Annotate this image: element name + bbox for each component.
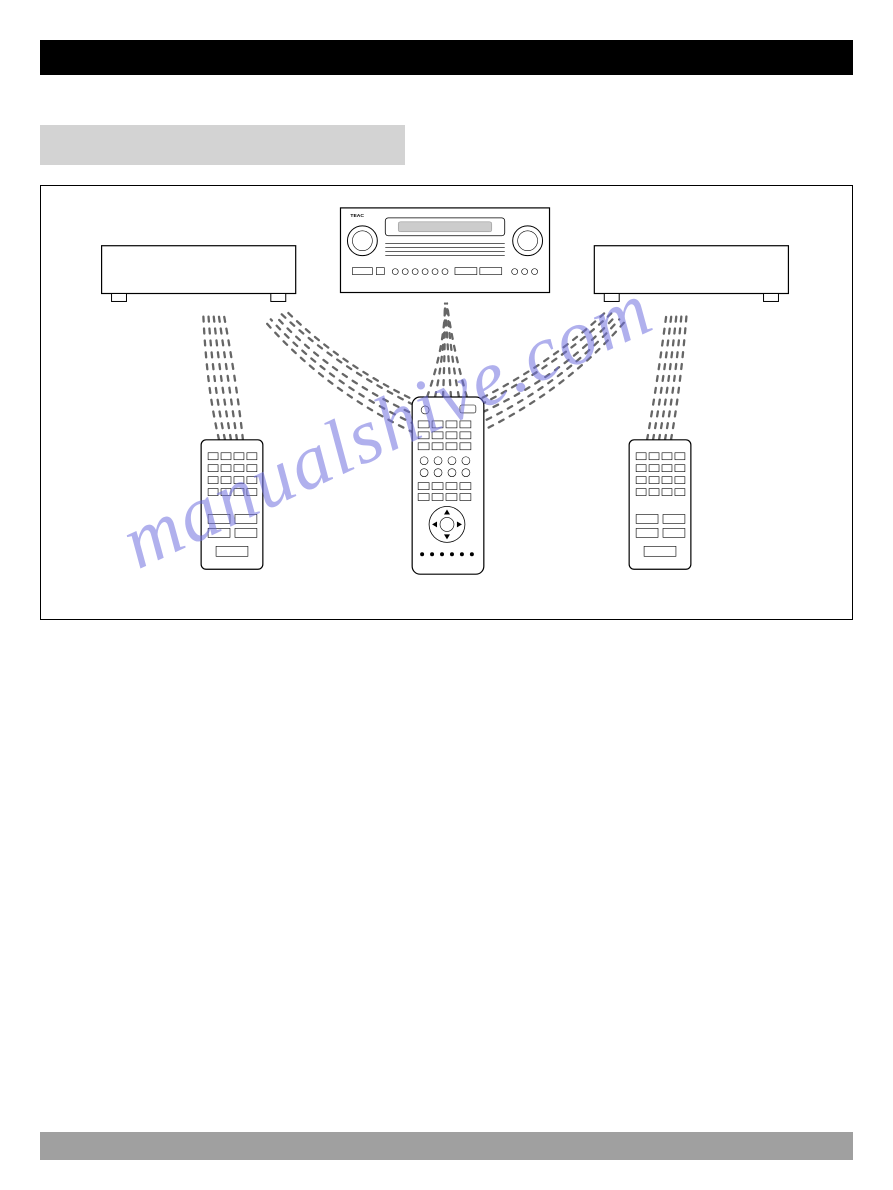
left-device — [102, 246, 296, 302]
page-header — [40, 40, 853, 75]
diagram-container: TEAC — [40, 185, 853, 620]
page-footer — [40, 1132, 853, 1160]
column-right — [462, 720, 854, 730]
section-subtitle — [40, 125, 405, 165]
column-left — [40, 720, 432, 730]
left-remote — [201, 440, 263, 569]
center-remote — [412, 397, 484, 574]
right-device — [594, 246, 788, 302]
svg-text:TEAC: TEAC — [350, 213, 364, 219]
diagram-svg: TEAC — [41, 186, 852, 619]
receiver-device: TEAC — [340, 208, 549, 293]
columns — [40, 720, 853, 730]
right-remote — [629, 440, 691, 569]
